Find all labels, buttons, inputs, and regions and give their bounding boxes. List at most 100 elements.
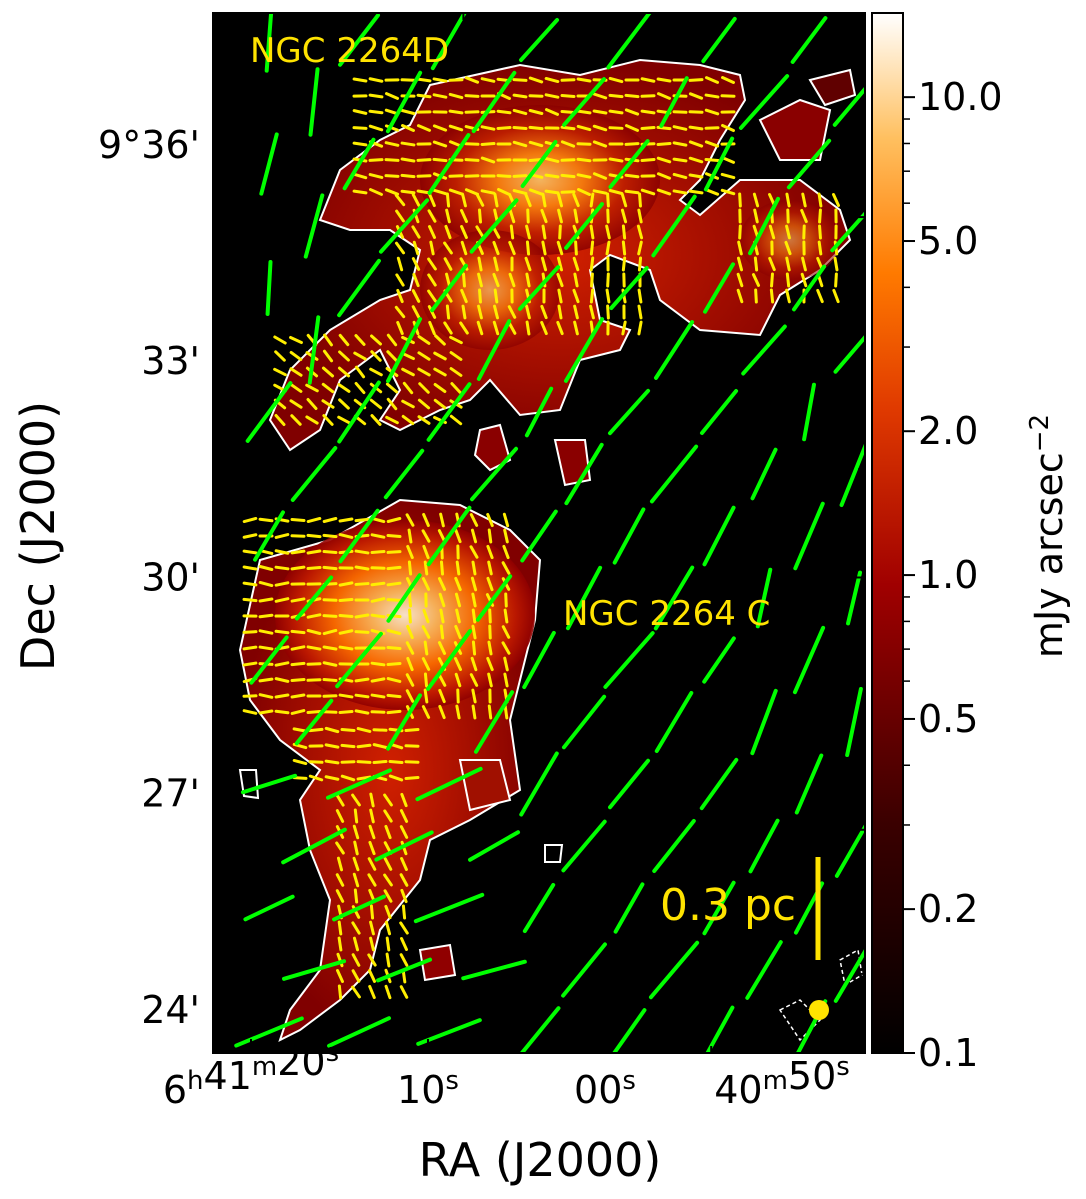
core-vector bbox=[417, 415, 431, 425]
large-scale-vector bbox=[376, 957, 433, 983]
core-vector bbox=[464, 188, 480, 196]
core-vector bbox=[258, 693, 274, 699]
core-vector bbox=[427, 209, 437, 223]
large-scale-vector bbox=[426, 629, 472, 691]
large-scale-vector bbox=[338, 13, 381, 67]
core-vector bbox=[338, 709, 354, 715]
core-vector bbox=[427, 289, 437, 303]
core-vector bbox=[369, 398, 383, 410]
core-vector bbox=[672, 141, 688, 147]
large-scale-vector bbox=[651, 194, 697, 258]
core-vector bbox=[367, 873, 377, 887]
core-vector bbox=[372, 743, 388, 749]
core-vector bbox=[493, 256, 499, 272]
core-vector bbox=[368, 77, 384, 83]
core-vector bbox=[528, 188, 544, 196]
core-vector bbox=[448, 109, 464, 115]
large-scale-vector bbox=[699, 389, 739, 435]
core-vector bbox=[528, 76, 544, 84]
core-vector bbox=[496, 174, 512, 178]
core-vector bbox=[401, 414, 415, 426]
core-vector bbox=[752, 192, 760, 208]
core-vector bbox=[258, 517, 274, 523]
core-vector bbox=[464, 174, 480, 178]
core-vector bbox=[369, 808, 375, 824]
core-vector bbox=[540, 208, 548, 224]
core-vector bbox=[656, 172, 672, 180]
core-vector bbox=[477, 304, 483, 320]
core-vector bbox=[400, 108, 416, 116]
core-vector bbox=[573, 304, 579, 320]
core-vector bbox=[560, 140, 576, 148]
core-vector bbox=[383, 889, 393, 903]
core-vector bbox=[421, 577, 431, 591]
core-vector bbox=[471, 704, 477, 720]
core-vector bbox=[386, 662, 402, 666]
core-vector bbox=[396, 256, 404, 272]
x-tick-label: 10s bbox=[397, 1066, 459, 1112]
core-vector bbox=[480, 189, 496, 195]
core-vector bbox=[480, 156, 496, 164]
core-vector bbox=[736, 272, 744, 288]
core-vector bbox=[388, 760, 404, 764]
core-vector bbox=[525, 240, 531, 256]
core-vector bbox=[508, 240, 516, 256]
core-vector bbox=[321, 366, 335, 378]
core-vector bbox=[656, 125, 672, 131]
core-vector bbox=[368, 840, 376, 856]
core-vector bbox=[704, 188, 720, 196]
core-vector bbox=[416, 174, 432, 178]
large-scale-vector bbox=[469, 198, 519, 254]
core-vector bbox=[369, 188, 383, 196]
core-vector bbox=[306, 645, 322, 651]
core-vector bbox=[322, 533, 338, 539]
core-vector bbox=[242, 709, 258, 715]
core-vector bbox=[544, 173, 560, 179]
core-vector bbox=[672, 157, 688, 163]
core-vector bbox=[480, 125, 496, 131]
large-scale-vector bbox=[748, 818, 780, 874]
core-vector bbox=[461, 192, 467, 208]
core-vector bbox=[558, 224, 562, 240]
core-vector bbox=[816, 288, 824, 304]
large-scale-vector bbox=[325, 768, 393, 800]
large-scale-vector bbox=[654, 691, 694, 753]
core-vector bbox=[353, 888, 359, 904]
core-vector bbox=[656, 77, 672, 83]
large-scale-vector bbox=[378, 198, 430, 254]
core-vector bbox=[406, 624, 414, 640]
large-scale-vector bbox=[738, 74, 790, 130]
core-vector bbox=[577, 188, 591, 196]
x-axis-title: RA (J2000) bbox=[419, 1133, 662, 1187]
core-vector bbox=[637, 256, 643, 272]
core-vector bbox=[386, 550, 402, 554]
core-vector bbox=[289, 335, 303, 345]
core-vector bbox=[370, 661, 386, 667]
large-scale-vector bbox=[833, 947, 865, 1003]
core-vector bbox=[306, 549, 322, 555]
core-vector bbox=[411, 305, 421, 319]
y-tick-label: 33' bbox=[141, 339, 200, 383]
core-vector bbox=[770, 272, 774, 288]
core-vector bbox=[433, 398, 447, 410]
core-vector bbox=[432, 124, 448, 132]
core-vector bbox=[258, 564, 274, 572]
core-vector bbox=[754, 288, 758, 304]
colorbar-tick-label: 2.0 bbox=[918, 409, 978, 453]
core-vector bbox=[573, 272, 579, 288]
core-vector bbox=[289, 383, 303, 393]
core-vector bbox=[306, 710, 322, 714]
core-vector bbox=[308, 774, 324, 782]
core-vector bbox=[242, 549, 258, 555]
core-vector bbox=[370, 350, 382, 362]
core-vector bbox=[471, 560, 477, 576]
core-vector bbox=[524, 256, 532, 272]
core-vector bbox=[322, 628, 338, 636]
core-vector bbox=[560, 125, 576, 131]
core-vector bbox=[502, 512, 510, 528]
core-vector bbox=[438, 592, 446, 608]
core-vector bbox=[573, 208, 579, 224]
core-vector bbox=[383, 857, 393, 871]
core-vector bbox=[401, 124, 415, 132]
core-vector bbox=[556, 192, 564, 208]
